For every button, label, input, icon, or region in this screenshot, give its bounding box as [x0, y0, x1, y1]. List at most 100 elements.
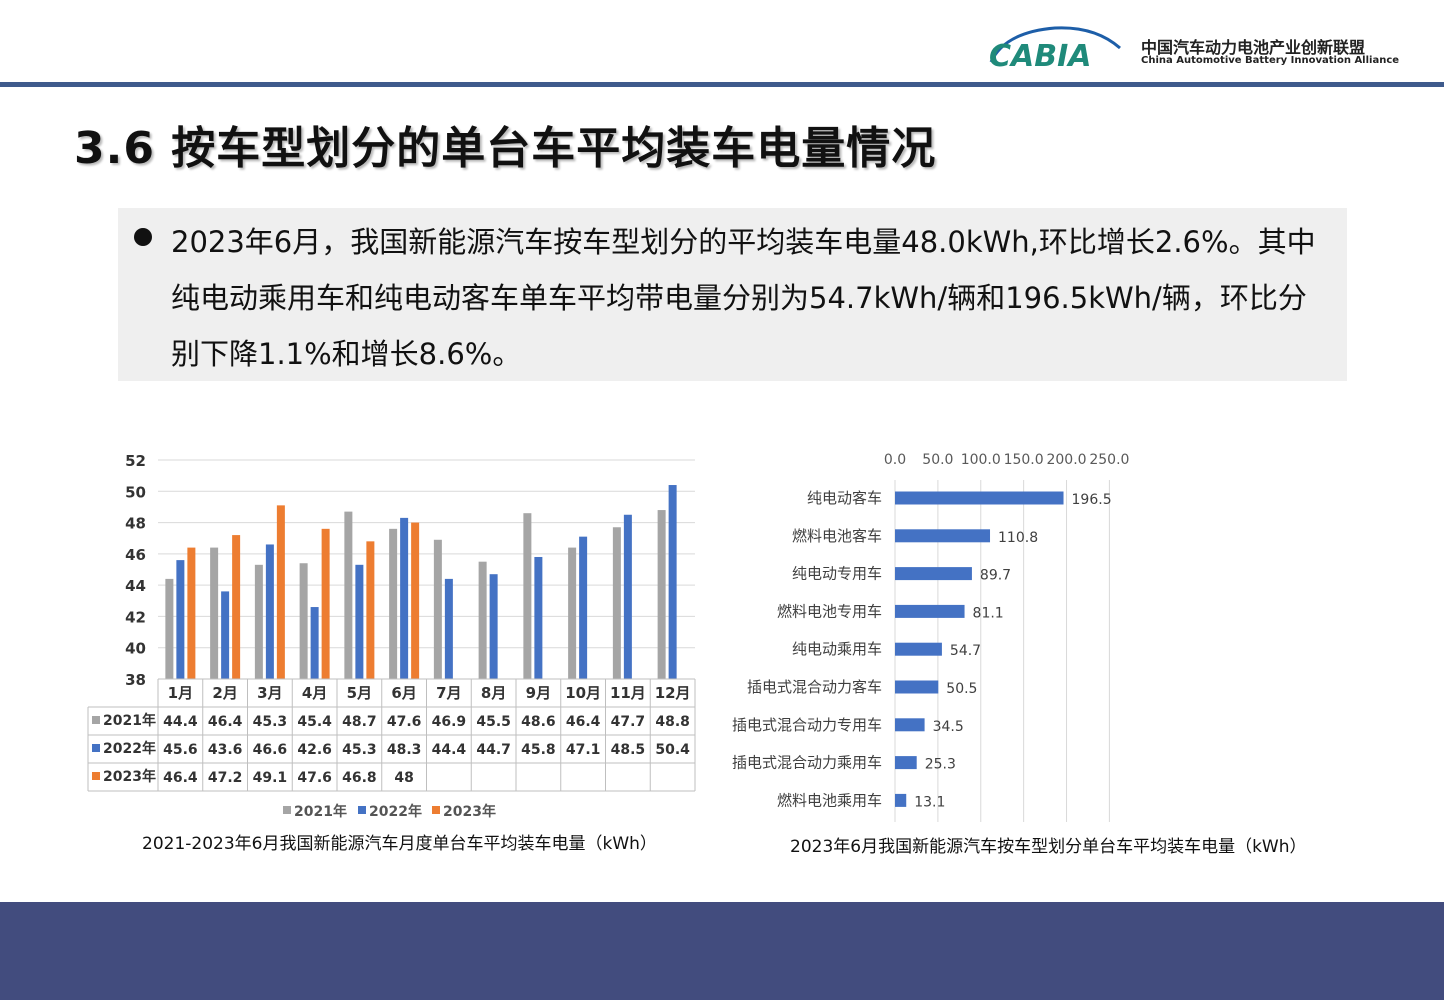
legend-label: 2021年: [294, 803, 347, 820]
bar-2022年: [400, 517, 409, 679]
legend-key: [432, 806, 440, 814]
summary-box: 2023年6月，我国新能源汽车按车型划分的平均装车电量48.0kWh,环比增长2…: [118, 208, 1347, 381]
table-cell: 47.6: [297, 770, 332, 786]
x-tick-label: 11月: [610, 684, 646, 702]
bar-燃料电池乘用车: [895, 793, 907, 807]
logo-wordmark: CABIA: [989, 39, 1091, 72]
legend-key: [358, 806, 366, 814]
bar-插电式混合动力客车: [895, 680, 939, 694]
bar-燃料电池专用车: [895, 604, 965, 618]
table-legend-key: [92, 772, 100, 780]
bar-2022年: [579, 536, 588, 679]
bar-2023年: [187, 547, 196, 679]
table-cell: 45.8: [521, 742, 556, 758]
bar-燃料电池客车: [895, 529, 991, 543]
x-tick-label: 12月: [655, 684, 691, 702]
x-tick-label: 50.0: [922, 452, 953, 468]
category-label: 插电式混合动力专用车: [732, 716, 882, 734]
bar-2022年: [265, 544, 274, 679]
category-label: 燃料电池客车: [792, 527, 882, 545]
table-cell: 48.8: [655, 714, 690, 730]
table-legend-key: [92, 744, 100, 752]
cabia-logo-icon: CABIA: [989, 26, 1121, 72]
bar-纯电动专用车: [895, 567, 972, 581]
bar-2022年: [444, 578, 453, 679]
vehicle-type-chart-caption: 2023年6月我国新能源汽车按车型划分单台车平均装车电量（kWh）: [790, 837, 1307, 857]
x-tick-label: 10月: [565, 684, 601, 702]
table-cell: 49.1: [253, 770, 288, 786]
table-cell: 42.6: [297, 742, 332, 758]
legend-key: [283, 806, 291, 814]
y-tick-label: 38: [125, 671, 146, 689]
bar-2023年: [411, 522, 420, 679]
monthly-chart-caption: 2021-2023年6月我国新能源汽车月度单台车平均装车电量（kWh）: [142, 834, 657, 854]
table-cell: 48.7: [342, 714, 377, 730]
table-cell: 46.9: [432, 714, 467, 730]
data-label: 196.5: [1072, 492, 1112, 508]
table-cell: 47.2: [208, 770, 243, 786]
y-tick-label: 40: [125, 640, 146, 658]
bar-2023年: [232, 535, 241, 679]
x-tick-label: 9月: [526, 684, 551, 702]
cabia-logo: CABIA 中国汽车动力电池产业创新联盟 China Automotive Ba…: [985, 22, 1399, 72]
category-label: 纯电动客车: [807, 489, 882, 507]
table-cell: 47.6: [387, 714, 422, 730]
org-name-en: China Automotive Battery Innovation Alli…: [1141, 55, 1400, 66]
y-tick-label: 44: [125, 577, 146, 595]
bar-插电式混合动力乘用车: [895, 756, 917, 770]
category-label: 插电式混合动力乘用车: [732, 754, 882, 772]
bar-2022年: [310, 607, 319, 679]
bar-2023年: [276, 505, 285, 679]
category-label: 纯电动专用车: [792, 565, 882, 583]
table-cell: 45.5: [476, 714, 511, 730]
legend-label: 2022年: [369, 803, 422, 820]
table-legend-key: [92, 716, 100, 724]
x-tick-label: 6月: [391, 684, 416, 702]
y-tick-label: 52: [125, 452, 146, 470]
bar-纯电动客车: [895, 491, 1064, 505]
x-tick-label: 1月: [168, 684, 193, 702]
vehicle-type-chart: 0.0 50.0 100.0 150.0 200.0 250.0 纯电动客车 196.5 燃料电…: [732, 452, 1129, 822]
table-cell: 44.4: [163, 714, 198, 730]
table-cell: 46.6: [253, 742, 288, 758]
summary-text: 2023年6月，我国新能源汽车按车型划分的平均装车电量48.0kWh,环比增长2…: [171, 225, 1316, 371]
data-label: 34.5: [933, 719, 964, 735]
header-divider: [0, 82, 1444, 87]
page-title: 3.6 按车型划分的单台车平均装车电量情况: [74, 123, 937, 174]
x-tick-label: 7月: [436, 684, 461, 702]
table-cell: 48: [394, 770, 413, 786]
data-label: 110.8: [998, 530, 1038, 546]
table-cell: 48.5: [611, 742, 646, 758]
table-series-label: 2023年: [103, 768, 156, 785]
category-label: 燃料电池专用车: [777, 602, 882, 620]
bar-2023年: [366, 541, 375, 679]
x-tick-label: 3月: [257, 684, 282, 702]
bar-2021年: [433, 539, 442, 679]
org-name-cn: 中国汽车动力电池产业创新联盟: [1141, 38, 1366, 57]
table-cell: 47.7: [611, 714, 646, 730]
bar-2021年: [299, 563, 308, 679]
bar-2022年: [221, 591, 230, 679]
y-tick-label: 48: [125, 515, 146, 533]
x-tick-label: 8月: [481, 684, 506, 702]
x-tick-label: 4月: [302, 684, 327, 702]
table-cell: 46.4: [566, 714, 601, 730]
table-series-label: 2022年: [103, 740, 156, 757]
bar-2022年: [355, 564, 364, 679]
table-cell: 45.3: [253, 714, 288, 730]
y-tick-label: 46: [125, 546, 146, 564]
category-label: 燃料电池乘用车: [777, 791, 882, 809]
table-cell: 46.4: [208, 714, 243, 730]
monthly-chart: 38 40 42 44 46 48 50 52 1月 2月 3月 4月 5月 6月 7月 8月 9月 10月 11月…: [87, 452, 696, 820]
bar-2021年: [254, 564, 263, 679]
bar-2021年: [165, 578, 174, 679]
bar-2021年: [389, 528, 398, 679]
y-tick-label: 42: [125, 608, 146, 626]
category-label: 纯电动乘用车: [792, 640, 882, 658]
x-tick-label: 2月: [212, 684, 237, 702]
bar-2021年: [523, 513, 532, 679]
table-cell: 48.6: [521, 714, 556, 730]
data-label: 89.7: [980, 568, 1011, 584]
bar-2021年: [344, 511, 353, 679]
bar-2021年: [210, 547, 219, 679]
